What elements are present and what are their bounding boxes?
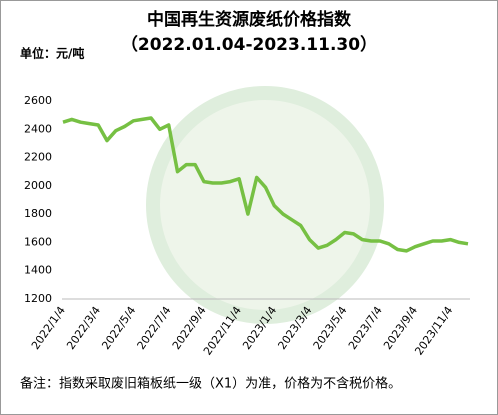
y-tick-label: 1800 <box>24 207 52 220</box>
data-line <box>62 116 469 253</box>
note: 备注：指数采取废旧箱板纸一级（X1）为准，价格为不含税价格。 <box>20 376 401 392</box>
y-tick-label: 1200 <box>24 292 52 305</box>
y-tick-label: 2400 <box>24 122 52 135</box>
unit-label: 单位：元/吨 <box>20 46 84 61</box>
y-tick-label: 1400 <box>24 264 52 277</box>
chart-title: 中国再生资源废纸价格指数 <box>147 9 352 30</box>
y-tick-label: 2200 <box>24 151 52 164</box>
chart-subtitle: （2022.01.04-2023.11.30） <box>121 34 377 55</box>
watermark <box>146 86 384 324</box>
y-tick-label: 2000 <box>24 179 52 192</box>
y-tick-label: 2600 <box>24 94 52 107</box>
y-tick-label: 1600 <box>24 235 52 248</box>
